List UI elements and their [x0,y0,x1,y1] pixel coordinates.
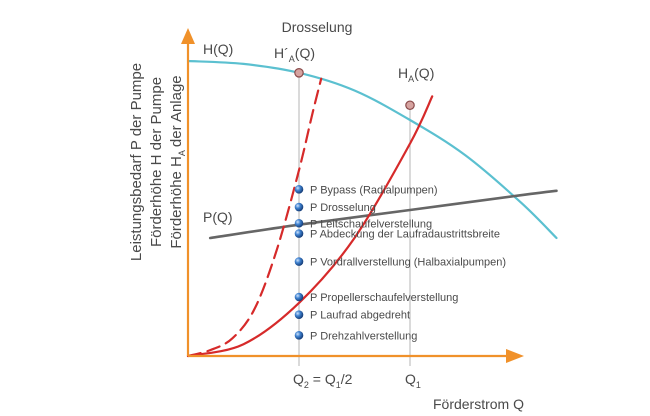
x-tick-q2-end: /2 [341,371,353,387]
x-tick-q1-sub: 1 [416,380,421,390]
power-marker-label: P Vordrallverstellung (Halbaxialpumpen) [310,257,506,269]
label-ha-main: H [398,65,408,81]
power-marker-label: P Leitschaufelverstellung [310,218,432,230]
power-marker-label: P Drosselung [310,202,376,214]
x-tick-q2-sub2: 1 [336,380,341,390]
x-tick-q1-main: Q [405,371,416,387]
x-axis-arrow [506,349,524,363]
ylabel-line-3-sub: A [177,150,187,156]
curve-ha [186,95,434,358]
power-marker [294,292,304,302]
y-axis-labels: Leistungsbedarf P der Pumpe Förderhöhe H… [128,63,187,261]
label-p: P(Q) [203,209,233,225]
ylabel-line-3-post: der Anlage [168,75,185,147]
ylabel-line-2: Förderhöhe H der Pumpe [148,77,165,247]
label-ha: HA(Q) [398,65,434,84]
x-tick-q2-mid: = Q [309,371,336,387]
y-axis-arrow [181,28,195,44]
ylabel-line-1: Leistungsbedarf P der Pumpe [128,63,145,261]
x-tick-q2-main: Q [293,371,304,387]
x-tick-q1: Q1 [405,371,421,390]
intersection-point [405,100,415,111]
curves [186,59,558,358]
power-marker [294,257,304,266]
curve-h-pump [186,59,558,240]
label-ha-throttled-main: H´ [274,45,289,61]
power-marker [294,229,304,238]
intersection-point [294,68,304,78]
power-marker-label: P Laufrad abgedreht [310,310,410,322]
ylabel-line-3-main: Förderhöhe H [168,156,185,249]
power-marker-label: P Drehzahlverstellung [310,330,417,342]
ylabel-line-3: Förderhöhe HAder Anlage [168,75,187,248]
power-marker [294,185,304,194]
x-tick-q2: Q2 = Q1/2 [293,371,353,390]
label-h-pump: H(Q) [203,41,233,57]
x-tick-q2-sub: 2 [304,380,309,390]
axes [181,28,524,363]
power-marker [294,218,304,228]
power-marker-label: P Bypass (Radialpumpen) [310,184,438,196]
intersection-points [294,68,415,111]
power-marker-label: P Propellerschaufelverstellung [310,292,458,304]
label-ha-sub: A [408,74,414,84]
power-marker [294,202,304,212]
top-title: Drosselung [282,19,353,35]
label-ha-post: (Q) [414,65,434,81]
label-ha-throttled-post: (Q) [295,45,315,61]
x-axis-label: Förderstrom Q [433,396,524,412]
label-ha-throttled: H´A(Q) [274,45,315,64]
power-marker-label: P Abdeckung der Laufradaustrittsbreite [310,229,500,241]
label-ha-throttled-sub: A [289,54,295,64]
power-marker [294,310,304,320]
power-markers: P Bypass (Radialpumpen) P Drosselung P Lei… [294,184,506,342]
curve-ha-throttled [186,77,323,358]
curve-p [208,189,558,240]
power-marker [294,331,304,340]
